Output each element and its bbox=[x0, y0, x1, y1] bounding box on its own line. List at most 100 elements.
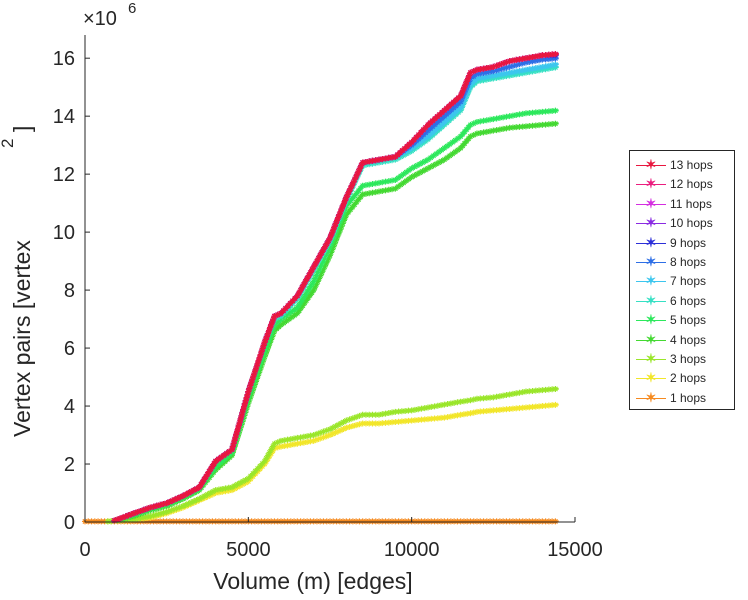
data-point bbox=[328, 232, 335, 239]
data-point bbox=[480, 65, 487, 72]
data-point bbox=[307, 432, 314, 439]
data-point bbox=[372, 518, 379, 525]
data-point bbox=[347, 197, 354, 204]
data-point bbox=[250, 470, 256, 477]
data-point bbox=[344, 191, 351, 198]
data-point bbox=[304, 275, 311, 282]
data-point bbox=[529, 403, 536, 410]
data-point bbox=[411, 172, 418, 179]
data-point bbox=[336, 518, 343, 525]
data-point bbox=[542, 56, 549, 63]
legend-label: 1 hops bbox=[670, 390, 707, 405]
data-point bbox=[474, 66, 480, 73]
data-point bbox=[254, 465, 261, 472]
data-point bbox=[414, 141, 421, 148]
legend-label: 5 hops bbox=[670, 313, 707, 328]
data-point bbox=[422, 135, 429, 142]
data-point bbox=[509, 69, 516, 76]
data-point bbox=[549, 107, 556, 114]
data-point bbox=[291, 518, 298, 525]
data-point bbox=[529, 65, 536, 72]
data-point bbox=[163, 500, 170, 507]
data-point bbox=[288, 314, 295, 321]
data-point bbox=[261, 339, 268, 346]
y-axis-label-close: ] bbox=[9, 126, 35, 132]
data-point bbox=[295, 289, 302, 296]
data-point bbox=[318, 249, 325, 256]
data-point bbox=[354, 171, 361, 178]
data-point bbox=[245, 475, 252, 482]
data-point bbox=[434, 125, 441, 132]
data-point bbox=[266, 336, 273, 343]
data-point bbox=[523, 66, 529, 73]
data-point bbox=[513, 68, 520, 75]
data-point bbox=[358, 162, 365, 169]
data-point bbox=[372, 180, 379, 187]
data-point bbox=[382, 187, 389, 194]
data-point bbox=[441, 118, 448, 125]
data-point bbox=[369, 180, 376, 187]
data-point bbox=[385, 186, 392, 193]
data-point bbox=[420, 131, 427, 138]
data-point bbox=[529, 122, 536, 129]
data-point bbox=[545, 62, 552, 69]
data-point bbox=[204, 491, 211, 498]
data-point bbox=[229, 518, 235, 525]
data-point bbox=[448, 112, 455, 119]
data-point bbox=[457, 145, 464, 152]
data-point bbox=[266, 453, 273, 460]
data-point bbox=[523, 59, 529, 66]
data-point bbox=[542, 402, 549, 409]
data-point bbox=[341, 200, 347, 207]
data-point bbox=[453, 108, 459, 115]
data-point bbox=[189, 518, 196, 525]
data-point bbox=[335, 232, 342, 239]
data-point bbox=[444, 401, 451, 408]
data-point bbox=[430, 162, 437, 169]
data-point bbox=[318, 261, 325, 268]
data-point bbox=[441, 156, 448, 163]
data-point bbox=[441, 145, 448, 152]
data-point bbox=[447, 518, 454, 525]
data-point bbox=[470, 518, 477, 525]
data-point bbox=[295, 301, 302, 308]
data-point bbox=[312, 284, 319, 291]
data-point bbox=[262, 345, 269, 352]
data-point bbox=[539, 56, 546, 63]
data-point bbox=[335, 214, 342, 221]
data-point bbox=[539, 387, 546, 394]
data-point bbox=[427, 131, 434, 138]
data-point bbox=[401, 145, 408, 152]
data-point bbox=[235, 425, 242, 432]
data-point bbox=[382, 419, 389, 426]
data-point bbox=[325, 255, 332, 262]
legend: ✶ 13 hops ✶ 12 hops ✶ 11 hops ✶ 10 hops ✶ 9 hops ✶… bbox=[629, 150, 735, 410]
data-point bbox=[264, 518, 271, 525]
data-point bbox=[327, 252, 333, 259]
data-point bbox=[299, 296, 306, 303]
data-point bbox=[266, 327, 273, 334]
data-point bbox=[460, 411, 467, 418]
series-line bbox=[114, 52, 559, 522]
series-line bbox=[114, 65, 559, 522]
data-point bbox=[397, 181, 404, 188]
data-point bbox=[255, 518, 262, 525]
data-point bbox=[338, 205, 345, 212]
data-point bbox=[312, 261, 319, 268]
data-point bbox=[310, 432, 317, 439]
data-point bbox=[549, 62, 556, 69]
data-point bbox=[304, 438, 311, 445]
legend-item: ✶ 12 hops bbox=[630, 175, 734, 195]
data-point bbox=[545, 386, 552, 393]
data-point bbox=[398, 408, 405, 415]
data-point bbox=[465, 75, 472, 82]
legend-label: 10 hops bbox=[670, 216, 713, 231]
data-point bbox=[287, 436, 294, 443]
data-point bbox=[245, 388, 252, 395]
data-point bbox=[487, 518, 494, 525]
data-point bbox=[208, 469, 215, 476]
data-point bbox=[280, 307, 287, 314]
data-point bbox=[190, 487, 197, 494]
data-point bbox=[310, 263, 317, 270]
legend-label: 4 hops bbox=[670, 332, 707, 347]
